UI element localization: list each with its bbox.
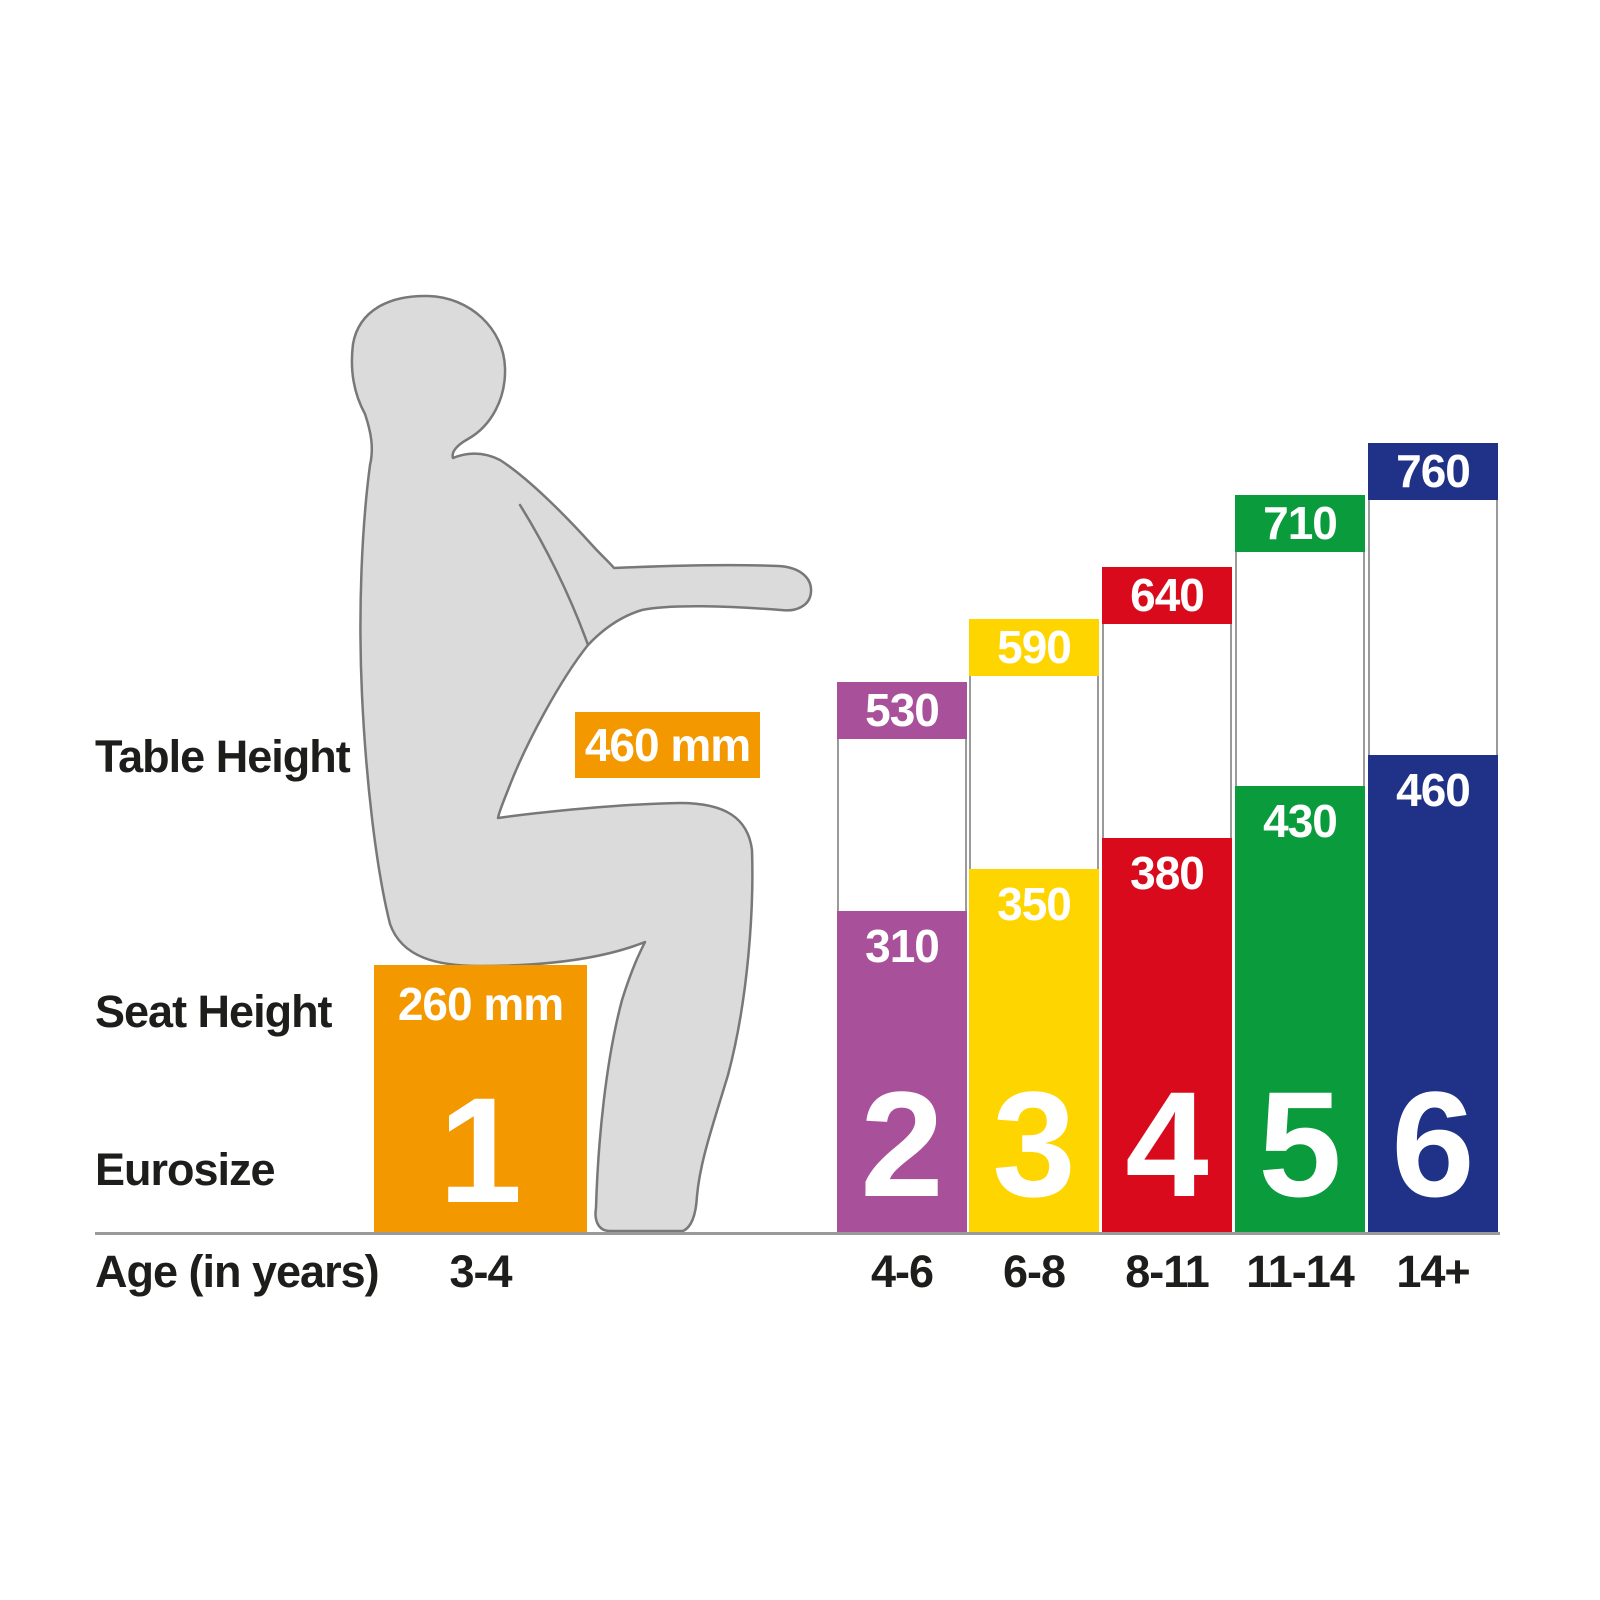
reference-seat-box: 260 mm 1 — [374, 965, 587, 1233]
eurosize-column-2: 530 310 2 — [837, 682, 967, 1233]
silhouette-arm-inner-line — [518, 503, 590, 647]
eurosize-digit: 3 — [992, 1060, 1076, 1228]
seat-height-section: 460 6 — [1368, 755, 1498, 1233]
table-height-label: Table Height — [95, 731, 351, 782]
age-tick-label: 11-14 — [1246, 1246, 1355, 1297]
eurosize-column-6: 760 460 6 — [1368, 443, 1498, 1233]
table-seat-gap — [969, 676, 1099, 869]
eurosize-digit: 5 — [1258, 1060, 1342, 1228]
table-height-band: 590 — [969, 619, 1099, 676]
seat-height-value: 430 — [1263, 795, 1338, 847]
table-seat-gap — [837, 739, 967, 911]
ground-baseline — [95, 1232, 1500, 1235]
seat-height-label: Seat Height — [95, 986, 333, 1037]
table-seat-gap — [1368, 500, 1498, 755]
eurosize-column-4: 640 380 4 — [1102, 567, 1232, 1233]
seat-height-value: 460 — [1396, 764, 1471, 816]
silhouette-body-path — [350, 294, 813, 1233]
eurosize-digit: 4 — [1125, 1060, 1209, 1228]
age-tick-label: 6-8 — [1002, 1246, 1066, 1297]
age-axis-label: Age (in years) — [95, 1246, 380, 1297]
eurosize-column-5: 710 430 5 — [1235, 495, 1365, 1233]
age-tick-label: 14+ — [1396, 1246, 1470, 1297]
seat-height-section: 350 3 — [969, 869, 1099, 1233]
eurosize-digit: 6 — [1391, 1060, 1475, 1228]
seat-height-value: 260 mm — [397, 978, 564, 1030]
age-tick-label: 4-6 — [870, 1246, 934, 1297]
seat-height-value: 380 — [1130, 847, 1205, 899]
seat-height-value: 310 — [865, 920, 940, 972]
eurosize-label: Eurosize — [95, 1144, 276, 1195]
table-height-band: 710 — [1235, 495, 1365, 552]
eurosize-digit: 1 — [438, 1066, 523, 1234]
table-seat-gap — [1235, 552, 1365, 786]
table-seat-gap — [1102, 624, 1232, 838]
seat-height-value: 350 — [997, 878, 1072, 930]
age-tick-label: 3-4 — [449, 1246, 512, 1297]
table-height-band: 760 — [1368, 443, 1498, 500]
eurosize-column-3: 590 350 3 — [969, 619, 1099, 1233]
seat-height-section: 380 4 — [1102, 838, 1232, 1233]
reference-table-height-box: 460 mm — [575, 712, 760, 778]
seat-height-section: 310 2 — [837, 911, 967, 1233]
table-height-band: 640 — [1102, 567, 1232, 624]
age-tick-label: 8-11 — [1125, 1246, 1210, 1297]
eurosize-digit: 2 — [860, 1060, 944, 1228]
seat-height-section: 430 5 — [1235, 786, 1365, 1233]
table-height-band: 530 — [837, 682, 967, 739]
